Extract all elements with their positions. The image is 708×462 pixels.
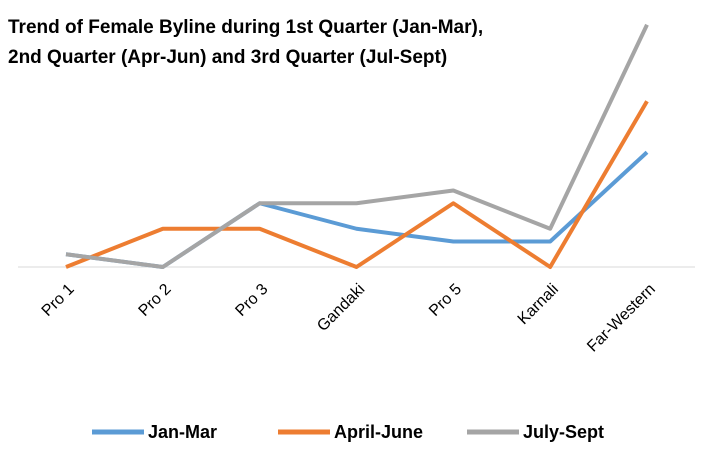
x-tick-label: Pro 1 bbox=[39, 281, 78, 320]
x-tick-label: Far-Western bbox=[584, 281, 659, 356]
legend-label: April-June bbox=[334, 422, 423, 442]
series-line bbox=[65, 100, 649, 269]
x-tick-label: Gandaki bbox=[314, 281, 368, 335]
x-tick-label: Karnali bbox=[515, 281, 562, 328]
series-line bbox=[65, 23, 649, 269]
x-tick-label: Pro 2 bbox=[136, 281, 175, 320]
x-tick-label: Pro 5 bbox=[426, 281, 465, 320]
legend-label: July-Sept bbox=[523, 422, 604, 442]
x-tick-label: Pro 3 bbox=[232, 281, 271, 320]
chart-title: Trend of Female Byline during 1st Quarte… bbox=[8, 17, 483, 38]
legend-label: Jan-Mar bbox=[148, 422, 217, 442]
chart-title: 2nd Quarter (Apr-Jun) and 3rd Quarter (J… bbox=[8, 47, 447, 68]
